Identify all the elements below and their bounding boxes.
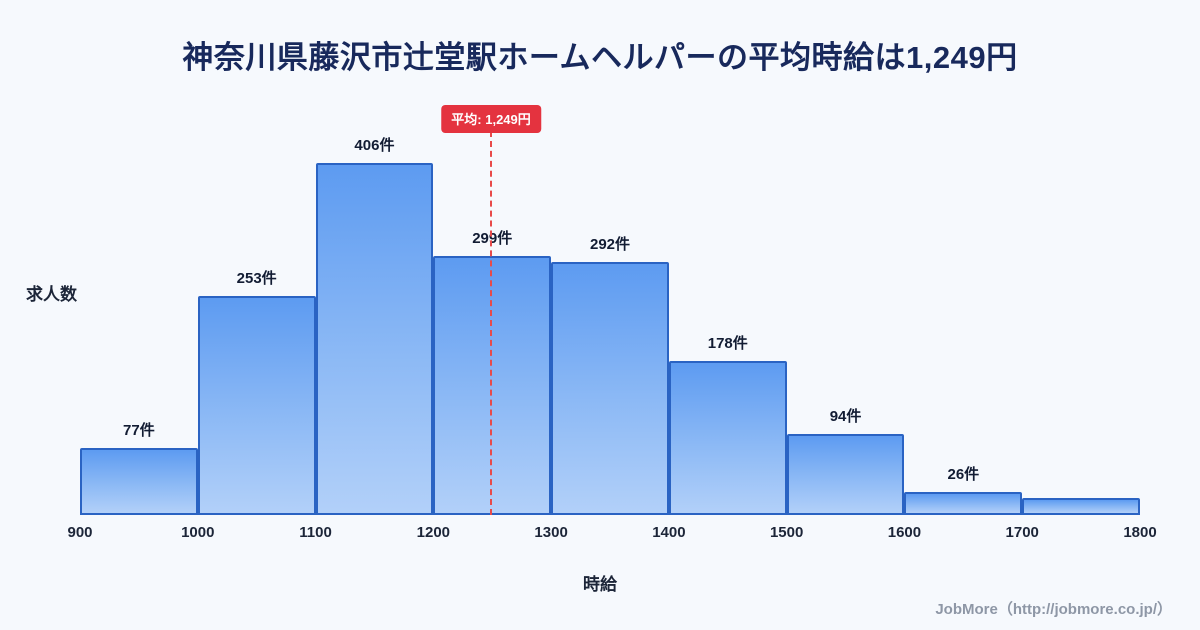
x-tick-label: 1800 [1123,524,1157,541]
bar-value-label: 292件 [589,235,631,253]
x-tick-label: 1100 [299,524,332,541]
x-tick-label: 1600 [887,524,922,541]
bar-value-label: 94件 [829,407,862,425]
x-tick-label: 900 [67,524,93,541]
histogram-bar [433,255,552,515]
x-axis-label: 時給 [583,575,617,594]
bar-value-label: 77件 [123,422,155,440]
plot-area: 平均: 1,249円 77件 253件 406件 299件 292件 178件 94件 26件 [80,105,1140,515]
histogram-bar [197,295,316,515]
x-tick-label: 1200 [416,524,451,541]
x-tick-label: 1400 [652,524,686,541]
bar-value-label: 26件 [947,466,980,484]
y-axis-label: 求人数 [26,285,77,304]
bar-value-label: 406件 [354,137,395,155]
average-badge: 平均: 1,249円 [441,105,541,133]
bar-value-label: 178件 [707,334,748,352]
x-tick-label: 1000 [181,524,215,541]
attribution: JobMore（http://jobmore.co.jp/） [935,601,1172,618]
histogram-bar [315,163,434,515]
average-line [490,131,493,515]
x-tick-label: 1500 [769,524,804,541]
histogram-bar [1022,497,1140,515]
bar-value-label: 253件 [236,269,277,287]
histogram-bar [786,433,905,515]
x-tick-label: 1700 [1005,524,1039,541]
histogram-bar [551,261,669,515]
histogram-bar [904,492,1023,515]
histogram-bar [80,448,198,515]
page-title: 神奈川県藤沢市辻堂駅ホームヘルパーの平均時給は1,249円 [182,40,1018,75]
x-axis-ticks: 900 1000 1100 1200 1300 1400 1500 1600 1700 1800 [67,524,1156,544]
x-tick-label: 1300 [534,524,568,541]
bar-value-label: 299件 [472,229,513,247]
histogram-bar [668,360,787,515]
